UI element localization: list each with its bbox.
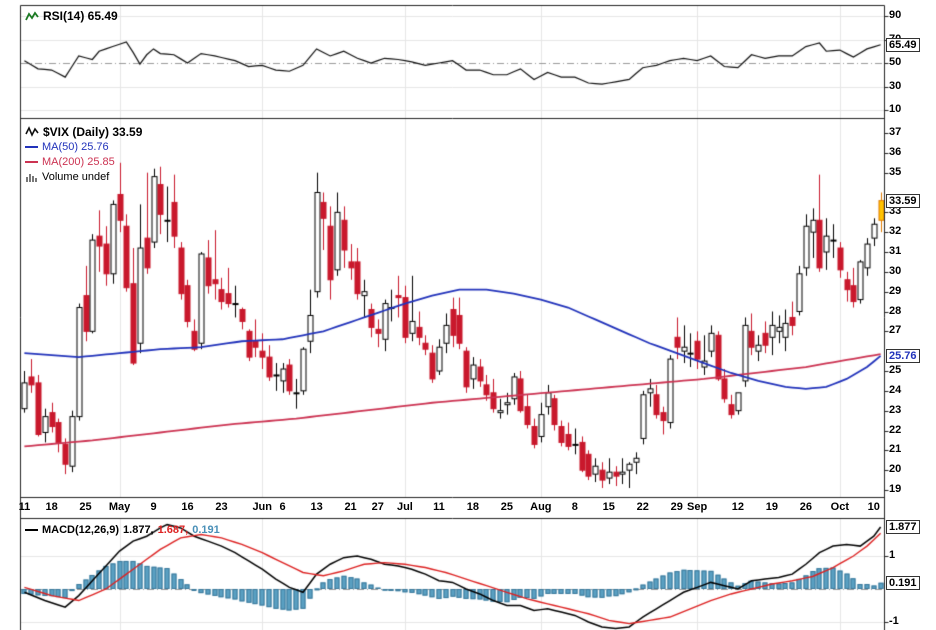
macd-value-label: 1.877,	[123, 524, 154, 536]
symbol-row: $VIX (Daily) 33.59	[25, 124, 143, 139]
price-axis-label: 32	[889, 225, 902, 238]
price-chart-icon	[25, 126, 39, 137]
ma50-label: MA(50) 25.76	[42, 140, 109, 153]
price-axis-label: 21	[889, 443, 902, 456]
price-axis-label: 36	[889, 145, 902, 158]
ma-value-badge: 25.76	[886, 349, 920, 363]
hist-value-label: 0.191	[192, 524, 220, 536]
x-axis-label: 23	[215, 501, 228, 513]
macd-axis-label: -1	[889, 615, 899, 627]
x-axis-label: 19	[765, 501, 778, 513]
x-axis-label: 25	[500, 501, 513, 513]
macd-legend: MACD(12,26,9) 1.877, 1.687, 0.191	[25, 524, 220, 536]
price-axis-label: 24	[889, 383, 902, 396]
price-axis-label: 31	[889, 245, 902, 257]
x-axis-label: 9	[150, 501, 157, 513]
x-axis-label: Jul	[396, 501, 413, 513]
price-axis-label: 23	[889, 403, 902, 416]
ma200-line-icon	[25, 160, 38, 163]
rsi-axis-label: 10	[889, 103, 902, 115]
ma200-label: MA(200) 25.85	[42, 155, 115, 168]
x-axis-label: Jun	[252, 501, 272, 513]
rsi-legend-label: RSI(14) 65.49	[43, 9, 118, 23]
x-axis-label: 10	[867, 501, 880, 513]
x-axis-label: 26	[799, 501, 812, 513]
macd-hist-badge: 0.191	[886, 576, 920, 590]
x-axis-label: Sep	[687, 501, 708, 513]
main-legend: $VIX (Daily) 33.59 MA(50) 25.76 MA(200) …	[25, 125, 142, 183]
ma50-line-icon	[25, 145, 38, 148]
price-axis-label: 33	[889, 205, 902, 218]
x-axis-label: Aug	[530, 501, 552, 513]
x-axis-label: 6	[279, 501, 286, 513]
price-axis-label: 35	[889, 165, 902, 178]
x-axis-label: 8	[571, 501, 578, 513]
rsi-value-badge: 65.49	[886, 38, 920, 52]
price-axis-label: 25	[889, 364, 902, 376]
volume-label: Volume undef	[42, 170, 110, 183]
x-axis-label: 22	[636, 501, 649, 513]
price-axis-label: 22	[889, 423, 902, 436]
price-axis-label: 29	[889, 284, 902, 297]
rsi-axis-label: 50	[889, 56, 902, 68]
volume-row: Volume undef	[25, 170, 109, 183]
last-price-badge: 33.59	[886, 194, 920, 208]
volume-icon	[26, 173, 37, 182]
symbol-label: $VIX (Daily) 33.59	[43, 124, 143, 139]
x-axis-label: 27	[371, 501, 384, 513]
rsi-legend: RSI(14) 65.49	[25, 9, 118, 23]
price-axis-label: 27	[889, 324, 902, 337]
x-axis-label: 13	[310, 501, 323, 513]
price-axis-label: 19	[889, 483, 902, 495]
macd-line-icon	[25, 529, 38, 531]
x-axis-label: 15	[602, 501, 615, 513]
x-axis-label: 29	[670, 501, 683, 513]
price-axis-label: 30	[889, 264, 902, 277]
ma200-row: MA(200) 25.85	[25, 155, 115, 168]
rsi-indicator-icon	[25, 10, 39, 20]
x-axis-label: 11	[433, 501, 445, 513]
signal-value-label: 1.687,	[157, 524, 189, 536]
price-axis-label: 28	[889, 304, 902, 317]
x-axis-label: 18	[466, 501, 479, 513]
x-axis-label: 25	[79, 501, 92, 513]
price-axis-label: 20	[889, 463, 902, 476]
ma50-row: MA(50) 25.76	[25, 140, 109, 153]
macd-name-label: MACD(12,26,9)	[42, 524, 120, 536]
rsi-axis-label: 90	[889, 9, 902, 21]
macd-value-badge: 1.877	[886, 520, 920, 534]
x-axis-label: 21	[344, 501, 357, 513]
x-axis-label: 16	[181, 501, 194, 513]
x-axis-label: 12	[731, 501, 745, 513]
x-axis-label: 11	[18, 501, 31, 513]
x-axis-label: Oct	[830, 501, 849, 513]
x-axis-label: 18	[45, 501, 58, 513]
rsi-axis-label: 30	[889, 79, 902, 92]
x-axis-label: May	[108, 501, 131, 513]
price-axis-label: 37	[889, 126, 902, 138]
macd-axis-label: 1	[889, 549, 896, 561]
